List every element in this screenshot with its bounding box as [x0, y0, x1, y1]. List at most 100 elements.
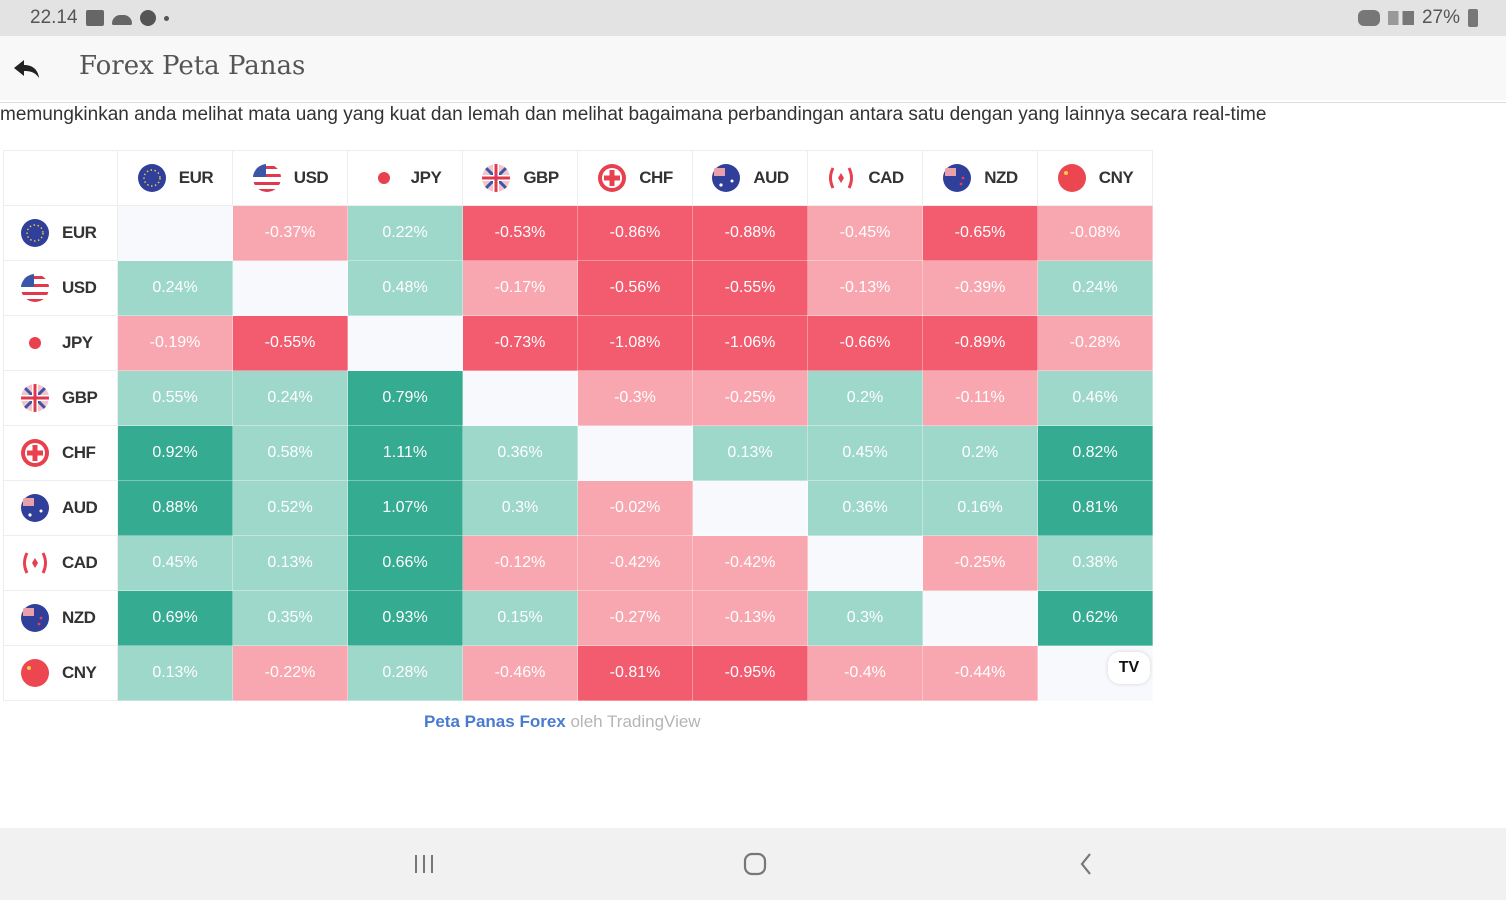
heatmap-cell[interactable]: -0.66%: [807, 315, 923, 371]
column-header: EUR: [117, 150, 233, 206]
heatmap-cell[interactable]: 0.13%: [117, 645, 233, 701]
forex-heatmap: EUR USD JPY GBP CHF AUD CAD NZD CNY EUR -0.37% 0.2…: [3, 150, 1153, 701]
heatmap-cell[interactable]: 0.13%: [692, 425, 808, 481]
heatmap-cell[interactable]: 0.28%: [347, 645, 463, 701]
heatmap-cell[interactable]: -0.45%: [807, 205, 923, 261]
heatmap-cell[interactable]: -0.11%: [922, 370, 1038, 426]
heatmap-cell[interactable]: 0.38%: [1037, 535, 1153, 591]
heatmap-cell[interactable]: -0.44%: [922, 645, 1038, 701]
cloud-icon: [111, 15, 132, 25]
column-header: USD: [232, 150, 348, 206]
heatmap-cell[interactable]: 0.24%: [1037, 260, 1153, 316]
heatmap-cell[interactable]: -0.02%: [577, 480, 693, 536]
heatmap-cell[interactable]: -0.42%: [692, 535, 808, 591]
heatmap-cell[interactable]: -0.17%: [462, 260, 578, 316]
heatmap-cell[interactable]: 0.88%: [117, 480, 233, 536]
heatmap-cell[interactable]: -0.42%: [577, 535, 693, 591]
heatmap-cell[interactable]: 0.66%: [347, 535, 463, 591]
row-header-content: CNY: [4, 646, 117, 700]
heatmap-cell[interactable]: -0.55%: [232, 315, 348, 371]
heatmap-cell[interactable]: -1.08%: [577, 315, 693, 371]
heatmap-cell[interactable]: 0.22%: [347, 205, 463, 261]
heatmap-cell[interactable]: -0.13%: [692, 590, 808, 646]
heatmap-cell[interactable]: -0.27%: [577, 590, 693, 646]
column-header-content: AUD: [693, 151, 807, 205]
swiss-flag-icon: [598, 164, 627, 192]
heatmap-cell[interactable]: 0.81%: [1037, 480, 1153, 536]
heatmap-cell[interactable]: 0.16%: [922, 480, 1038, 536]
heatmap-cell[interactable]: -0.22%: [232, 645, 348, 701]
heatmap-cell[interactable]: 0.58%: [232, 425, 348, 481]
heatmap-cell[interactable]: 0.45%: [117, 535, 233, 591]
heatmap-cell[interactable]: -0.39%: [922, 260, 1038, 316]
heatmap-cell[interactable]: 0.55%: [117, 370, 233, 426]
uk-flag-icon: [21, 384, 49, 412]
heatmap-cell[interactable]: -0.4%: [807, 645, 923, 701]
heatmap-cell[interactable]: -0.89%: [922, 315, 1038, 371]
heatmap-cell[interactable]: 0.62%: [1037, 590, 1153, 646]
tradingview-logo-text: TV: [1118, 659, 1140, 676]
canada-flag-icon: [23, 552, 47, 574]
heatmap-cell[interactable]: 0.46%: [1037, 370, 1153, 426]
row-header-content: USD: [4, 261, 117, 315]
heatmap-cell[interactable]: -0.88%: [692, 205, 808, 261]
heatmap-cell[interactable]: 0.3%: [462, 480, 578, 536]
heatmap-cell[interactable]: -0.73%: [462, 315, 578, 371]
swiss-flag-icon: [21, 439, 49, 467]
row-header-content: EUR: [4, 206, 117, 260]
heatmap-cell[interactable]: 0.3%: [807, 590, 923, 646]
row-header: USD: [3, 260, 118, 316]
heatmap-cell[interactable]: 0.24%: [117, 260, 233, 316]
heatmap-cell[interactable]: 0.2%: [807, 370, 923, 426]
heatmap-cell[interactable]: 0.35%: [232, 590, 348, 646]
heatmap-cell[interactable]: 0.2%: [922, 425, 1038, 481]
heatmap-cell[interactable]: 0.36%: [462, 425, 578, 481]
currency-label: EUR: [62, 223, 97, 242]
heatmap-cell[interactable]: -1.06%: [692, 315, 808, 371]
heatmap-cell[interactable]: 0.24%: [232, 370, 348, 426]
heatmap-cell[interactable]: 1.07%: [347, 480, 463, 536]
home-button[interactable]: [735, 848, 775, 880]
currency-label: CAD: [62, 553, 98, 572]
heatmap-cell[interactable]: 0.92%: [117, 425, 233, 481]
heatmap-cell[interactable]: -0.25%: [922, 535, 1038, 591]
row-header-content: CHF: [4, 426, 117, 480]
heatmap-cell[interactable]: -0.55%: [692, 260, 808, 316]
heatmap-cell[interactable]: -0.81%: [577, 645, 693, 701]
heatmap-cell[interactable]: -0.28%: [1037, 315, 1153, 371]
row-header: EUR: [3, 205, 118, 261]
heatmap-cell[interactable]: 0.52%: [232, 480, 348, 536]
heatmap-cell[interactable]: 0.69%: [117, 590, 233, 646]
heatmap-cell[interactable]: 0.79%: [347, 370, 463, 426]
heatmap-cell[interactable]: -0.56%: [577, 260, 693, 316]
heatmap-cell[interactable]: -0.08%: [1037, 205, 1153, 261]
heatmap-cell[interactable]: -0.12%: [462, 535, 578, 591]
tradingview-logo[interactable]: TV: [1108, 652, 1150, 684]
table-row: NZD 0.69% 0.35% 0.93% 0.15% -0.27% -0.13% 0.3% 0…: [3, 590, 1153, 646]
heatmap-cell[interactable]: 0.45%: [807, 425, 923, 481]
heatmap-cell[interactable]: 0.93%: [347, 590, 463, 646]
heatmap-cell[interactable]: -0.53%: [462, 205, 578, 261]
heatmap-cell[interactable]: -0.95%: [692, 645, 808, 701]
heatmap-cell[interactable]: 0.36%: [807, 480, 923, 536]
reply-arrow-icon[interactable]: [10, 52, 42, 84]
home-icon: [743, 852, 767, 876]
heatmap-cell[interactable]: -0.13%: [807, 260, 923, 316]
heatmap-cell[interactable]: -0.37%: [232, 205, 348, 261]
heatmap-cell[interactable]: -0.25%: [692, 370, 808, 426]
heatmap-cell[interactable]: 1.11%: [347, 425, 463, 481]
heatmap-cell[interactable]: -0.46%: [462, 645, 578, 701]
heatmap-cell[interactable]: 0.82%: [1037, 425, 1153, 481]
heatmap-cell[interactable]: 0.13%: [232, 535, 348, 591]
heatmap-cell[interactable]: -0.19%: [117, 315, 233, 371]
attribution-link[interactable]: Peta Panas Forex: [424, 712, 566, 731]
column-header-content: EUR: [118, 151, 232, 205]
heatmap-cell[interactable]: 0.48%: [347, 260, 463, 316]
heatmap-cell[interactable]: -0.3%: [577, 370, 693, 426]
heatmap-cell[interactable]: 0.15%: [462, 590, 578, 646]
table-row: CNY 0.13% -0.22% 0.28% -0.46% -0.81% -0.95% -0.…: [3, 645, 1153, 701]
recents-button[interactable]: [404, 848, 444, 880]
heatmap-cell[interactable]: -0.86%: [577, 205, 693, 261]
heatmap-cell[interactable]: -0.65%: [922, 205, 1038, 261]
back-button[interactable]: [1066, 848, 1106, 880]
